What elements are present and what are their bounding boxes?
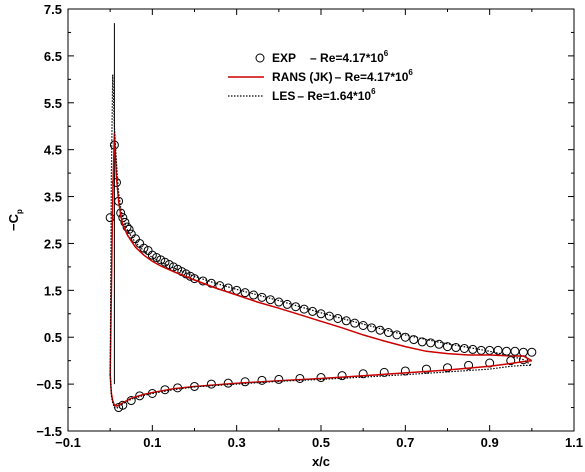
exp-point <box>375 325 385 335</box>
x-tick-label: 0.7 <box>396 435 414 450</box>
legend-label-les: LES – Re=1.64*106 <box>272 87 376 103</box>
y-axis-label-subscript: p <box>15 209 24 214</box>
exp-point <box>206 379 216 389</box>
exp-point <box>510 346 520 356</box>
exp-point <box>240 288 250 298</box>
exp-point <box>282 299 292 309</box>
exp-point <box>350 318 360 328</box>
curves-layer <box>105 23 537 413</box>
x-tick-label: −0.1 <box>55 435 81 450</box>
ticks-layer <box>67 8 575 432</box>
exp-point <box>274 297 284 307</box>
x-tick-label: 0.1 <box>143 435 161 450</box>
legend-label-exp: EXP – Re=4.17*106 <box>272 49 389 65</box>
exp-point <box>392 330 402 340</box>
exp-point <box>459 343 469 353</box>
rans-jk-upper-line <box>109 133 533 375</box>
exp-point <box>105 213 115 223</box>
x-tick-label: 0.5 <box>312 435 330 450</box>
y-tick-label: 1.5 <box>44 283 62 298</box>
legend-reynolds: – Re=4.17*10 <box>310 51 384 65</box>
exp-point <box>443 363 452 373</box>
exp-point <box>451 343 461 353</box>
exp-point <box>341 316 351 326</box>
exp-point <box>409 335 419 345</box>
exp-point <box>206 278 216 288</box>
tick-labels-layer: −0.1 0.1 0.3 0.5 0.7 0.9 1.1 −1.5 −0.5 0.5 1.5 2.5 3… <box>36 2 583 450</box>
exp-point <box>358 321 368 330</box>
exp-point <box>139 243 149 253</box>
exp-point <box>434 339 444 349</box>
legend-series-name: LES <box>272 89 295 103</box>
y-tick-label: 2.5 <box>44 236 62 251</box>
exp-point <box>476 345 486 355</box>
exp-point <box>265 295 275 305</box>
x-tick-label: 0.3 <box>228 435 246 450</box>
legend-marker-exp <box>255 53 265 63</box>
exp-point <box>181 269 191 279</box>
exp-point <box>240 377 250 387</box>
exp-point <box>152 253 162 263</box>
exp-point <box>299 304 309 314</box>
y-tick-label: 7.5 <box>44 2 62 17</box>
les-lower-line <box>109 364 532 410</box>
exp-point <box>249 290 259 300</box>
exp-point <box>502 346 512 356</box>
y-tick-label: −0.5 <box>36 377 62 392</box>
exp-point <box>232 285 242 295</box>
exp-point <box>400 332 410 342</box>
exp-point <box>333 313 343 323</box>
legend-exponent: 6 <box>371 87 376 96</box>
exp-point <box>316 373 326 383</box>
exp-point <box>120 217 130 227</box>
legend-series-name: RANS (JK) <box>272 70 333 84</box>
legend-label-rans-jk: RANS (JK) – Re=4.17*106 <box>272 68 413 84</box>
exp-point <box>257 292 267 302</box>
y-tick-label: 5.5 <box>44 96 62 111</box>
exp-point <box>468 344 478 354</box>
exp-point <box>274 374 284 384</box>
exp-point <box>464 360 474 370</box>
exp-point <box>485 345 495 355</box>
exp-point <box>295 373 305 383</box>
exp-point <box>291 302 301 312</box>
y-tick-label: 0.5 <box>44 330 62 345</box>
legend-series-name: EXP <box>272 51 296 65</box>
y-tick-label: −1.5 <box>36 424 62 439</box>
y-axis-label: −Cp <box>6 209 24 231</box>
exp-point <box>518 347 528 357</box>
exp-point <box>337 371 347 381</box>
exp-point <box>421 364 431 374</box>
x-tick-label: 1.1 <box>565 435 583 450</box>
exp-point <box>417 337 427 347</box>
exp-point <box>367 323 377 333</box>
y-tick-label: 4.5 <box>44 143 62 158</box>
legend-exponent: 6 <box>384 49 389 58</box>
x-tick-label: 0.9 <box>481 435 499 450</box>
exp-point <box>257 375 267 385</box>
y-tick-label: 3.5 <box>44 190 62 205</box>
exp-point <box>426 338 436 348</box>
les-upper-line <box>109 74 533 375</box>
exp-point <box>308 306 318 316</box>
legend-reynolds: – Re=1.64*10 <box>297 89 371 103</box>
exp-point <box>400 366 410 376</box>
rans-jk-lower-line <box>109 359 532 407</box>
exp-point <box>443 342 452 352</box>
exp-point <box>527 347 537 357</box>
exp-point <box>358 369 368 379</box>
exp-point <box>130 234 140 244</box>
exp-point <box>383 328 393 338</box>
legend-reynolds: – Re=4.17*10 <box>335 70 409 84</box>
exp-point <box>379 367 389 377</box>
exp-point <box>493 345 503 355</box>
legend-exponent: 6 <box>408 68 413 77</box>
exp-point <box>147 250 157 260</box>
exp-point <box>164 260 174 270</box>
y-tick-label: 6.5 <box>44 49 62 64</box>
x-axis-label: x/c <box>312 454 330 469</box>
